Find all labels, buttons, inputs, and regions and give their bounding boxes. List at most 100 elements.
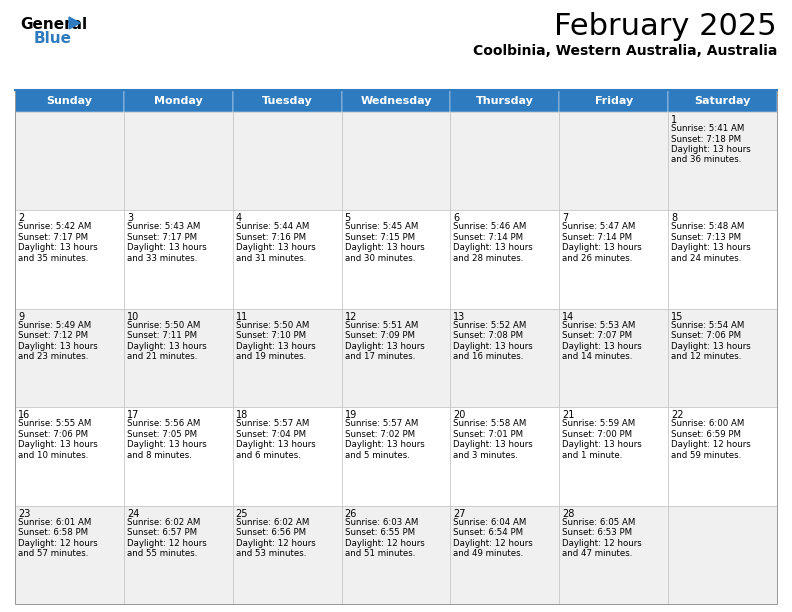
Bar [451,309,559,407]
Bar [668,309,777,407]
Text: and 24 minutes.: and 24 minutes. [671,254,741,263]
Text: and 12 minutes.: and 12 minutes. [671,353,741,361]
Bar [668,90,777,112]
Text: and 8 minutes.: and 8 minutes. [127,450,192,460]
Text: Sunset: 7:01 PM: Sunset: 7:01 PM [454,430,524,439]
Text: and 10 minutes.: and 10 minutes. [18,450,89,460]
Text: Sunrise: 5:44 AM: Sunrise: 5:44 AM [236,222,309,231]
Text: Sunrise: 5:47 AM: Sunrise: 5:47 AM [562,222,636,231]
Bar [15,309,124,407]
Text: and 3 minutes.: and 3 minutes. [454,450,518,460]
Text: and 1 minute.: and 1 minute. [562,450,623,460]
Bar [341,112,451,211]
Text: Sunrise: 6:05 AM: Sunrise: 6:05 AM [562,518,636,526]
Text: Sunrise: 5:46 AM: Sunrise: 5:46 AM [454,222,527,231]
Text: and 17 minutes.: and 17 minutes. [345,353,415,361]
Text: 26: 26 [345,509,357,518]
Text: Daylight: 13 hours: Daylight: 13 hours [562,244,642,252]
Text: Daylight: 13 hours: Daylight: 13 hours [236,244,315,252]
Bar [15,112,124,211]
Text: and 21 minutes.: and 21 minutes. [127,353,197,361]
Text: Sunset: 7:13 PM: Sunset: 7:13 PM [671,233,741,242]
Text: Sunset: 7:09 PM: Sunset: 7:09 PM [345,331,414,340]
Text: Sunset: 7:06 PM: Sunset: 7:06 PM [18,430,88,439]
Text: Daylight: 13 hours: Daylight: 13 hours [18,341,97,351]
Text: 2: 2 [18,214,25,223]
Text: and 49 minutes.: and 49 minutes. [454,549,524,558]
Text: 27: 27 [454,509,466,518]
Bar [451,211,559,309]
Text: Sunday: Sunday [47,96,93,106]
Text: 16: 16 [18,410,30,420]
Bar [668,112,777,211]
Text: Sunrise: 5:42 AM: Sunrise: 5:42 AM [18,222,91,231]
Text: 10: 10 [127,312,139,322]
Text: Sunrise: 6:01 AM: Sunrise: 6:01 AM [18,518,91,526]
Bar [124,309,233,407]
Text: Tuesday: Tuesday [262,96,313,106]
Bar [15,90,777,604]
Text: Sunrise: 5:43 AM: Sunrise: 5:43 AM [127,222,200,231]
Text: Daylight: 12 hours: Daylight: 12 hours [671,440,751,449]
Text: and 55 minutes.: and 55 minutes. [127,549,197,558]
Text: and 28 minutes.: and 28 minutes. [454,254,524,263]
Text: and 30 minutes.: and 30 minutes. [345,254,415,263]
Text: Daylight: 13 hours: Daylight: 13 hours [18,244,97,252]
Text: Saturday: Saturday [695,96,751,106]
Bar [559,309,668,407]
Text: and 53 minutes.: and 53 minutes. [236,549,306,558]
Bar [668,506,777,604]
Text: 3: 3 [127,214,133,223]
Bar [341,407,451,506]
Text: Blue: Blue [34,31,72,46]
Bar [124,211,233,309]
Text: Sunrise: 5:51 AM: Sunrise: 5:51 AM [345,321,418,330]
Text: and 23 minutes.: and 23 minutes. [18,353,89,361]
Bar [668,407,777,506]
Text: Daylight: 13 hours: Daylight: 13 hours [236,341,315,351]
Text: Sunset: 7:08 PM: Sunset: 7:08 PM [454,331,524,340]
Text: 12: 12 [345,312,357,322]
Text: and 35 minutes.: and 35 minutes. [18,254,89,263]
Text: and 31 minutes.: and 31 minutes. [236,254,306,263]
Text: Daylight: 13 hours: Daylight: 13 hours [236,440,315,449]
Text: Sunrise: 6:03 AM: Sunrise: 6:03 AM [345,518,418,526]
Text: Thursday: Thursday [476,96,534,106]
Text: Sunrise: 6:02 AM: Sunrise: 6:02 AM [236,518,309,526]
Text: Sunset: 7:10 PM: Sunset: 7:10 PM [236,331,306,340]
Text: and 5 minutes.: and 5 minutes. [345,450,409,460]
Bar [559,407,668,506]
Text: Sunset: 7:11 PM: Sunset: 7:11 PM [127,331,197,340]
Bar [124,506,233,604]
Text: Sunrise: 5:52 AM: Sunrise: 5:52 AM [454,321,527,330]
Text: Daylight: 13 hours: Daylight: 13 hours [127,341,207,351]
Text: 4: 4 [236,214,242,223]
Text: and 36 minutes.: and 36 minutes. [671,155,741,165]
Text: Sunrise: 5:49 AM: Sunrise: 5:49 AM [18,321,91,330]
Text: Sunset: 7:12 PM: Sunset: 7:12 PM [18,331,88,340]
Text: Sunset: 6:56 PM: Sunset: 6:56 PM [236,528,306,537]
Text: Sunset: 7:17 PM: Sunset: 7:17 PM [127,233,197,242]
Text: Daylight: 13 hours: Daylight: 13 hours [562,440,642,449]
Text: Sunrise: 5:48 AM: Sunrise: 5:48 AM [671,222,744,231]
Text: Sunset: 7:18 PM: Sunset: 7:18 PM [671,135,741,143]
Text: 19: 19 [345,410,357,420]
Text: and 16 minutes.: and 16 minutes. [454,353,524,361]
Text: Sunrise: 6:00 AM: Sunrise: 6:00 AM [671,419,744,428]
Text: Sunset: 6:58 PM: Sunset: 6:58 PM [18,528,88,537]
Text: Sunrise: 5:41 AM: Sunrise: 5:41 AM [671,124,744,133]
Text: 11: 11 [236,312,248,322]
Text: 28: 28 [562,509,575,518]
Text: Daylight: 13 hours: Daylight: 13 hours [345,440,425,449]
Text: Sunrise: 5:55 AM: Sunrise: 5:55 AM [18,419,91,428]
Text: Sunrise: 5:57 AM: Sunrise: 5:57 AM [236,419,309,428]
Text: 21: 21 [562,410,575,420]
Bar [124,407,233,506]
Text: Daylight: 13 hours: Daylight: 13 hours [18,440,97,449]
Bar [668,211,777,309]
Text: and 33 minutes.: and 33 minutes. [127,254,197,263]
Bar [15,211,124,309]
Text: Sunrise: 5:50 AM: Sunrise: 5:50 AM [127,321,200,330]
Bar [15,506,124,604]
Bar [233,407,341,506]
